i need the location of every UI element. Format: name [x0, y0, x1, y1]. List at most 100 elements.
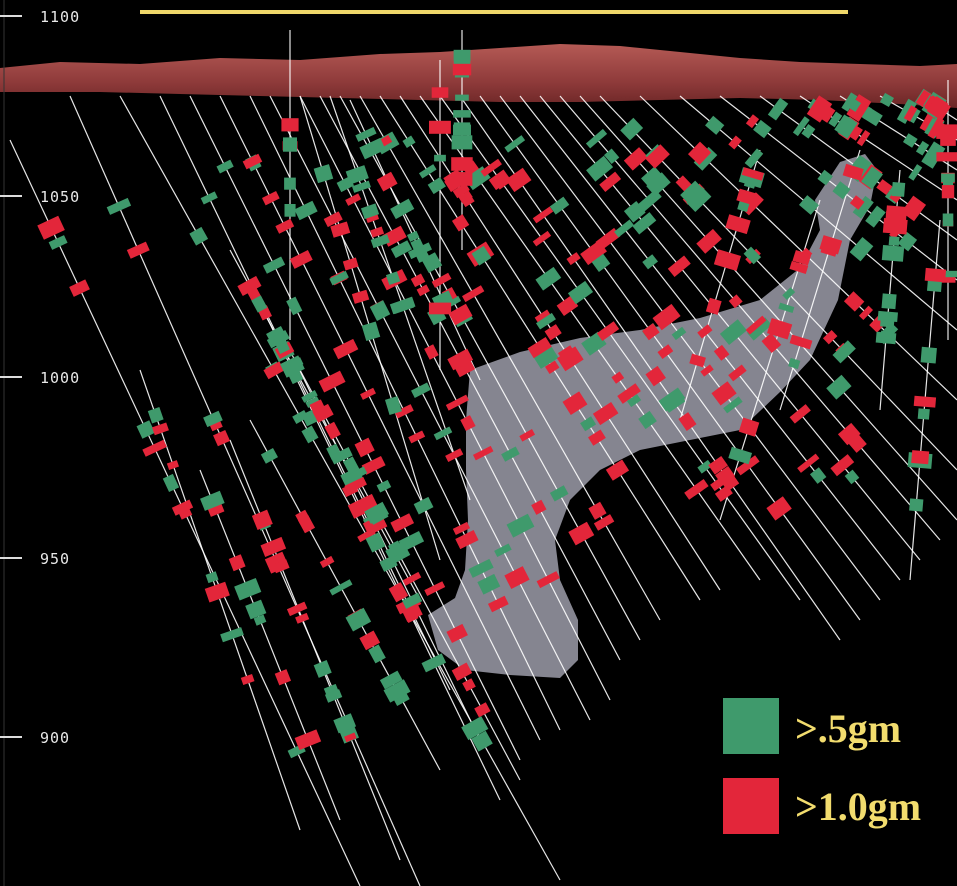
assay-intercept	[924, 267, 947, 283]
assay-intercept	[384, 396, 402, 416]
y-axis: 1100 1050 1000 950 900	[0, 0, 80, 886]
assay-intercept	[700, 364, 714, 377]
assay-intercept	[462, 285, 485, 303]
assay-intercept	[209, 420, 223, 432]
assay-intercept	[166, 460, 180, 470]
assay-intercept	[849, 236, 874, 262]
assay-intercept	[766, 496, 792, 521]
assay-intercept	[942, 213, 954, 227]
assay-intercept	[453, 122, 471, 129]
assay-intercept	[178, 507, 193, 520]
assay-intercept	[879, 92, 895, 108]
assay-intercept	[342, 257, 359, 271]
assay-intercept	[792, 249, 812, 266]
assay-intercept	[911, 450, 930, 465]
assay-intercept	[418, 164, 437, 179]
tick-label: 900	[40, 729, 70, 747]
assay-intercept	[446, 623, 468, 644]
assay-intercept	[903, 105, 918, 122]
assay-intercept	[713, 249, 742, 271]
drillhole-trace	[119, 95, 561, 881]
assay-intercept	[728, 364, 747, 382]
assay-intercept	[200, 191, 218, 205]
assay-intercept	[645, 365, 666, 387]
assay-intercept	[686, 187, 712, 213]
assay-intercept	[453, 124, 471, 136]
assay-intercepts	[37, 49, 957, 759]
assay-intercept	[345, 193, 362, 206]
assay-intercept	[715, 465, 736, 486]
assay-intercept	[846, 94, 872, 122]
assay-intercept	[410, 273, 426, 288]
assay-intercept	[713, 344, 730, 361]
assay-intercept	[37, 215, 65, 240]
assay-intercept	[453, 49, 471, 64]
assay-intercept	[505, 167, 532, 193]
assay-intercept	[313, 659, 332, 678]
assay-intercept	[778, 302, 795, 314]
assay-intercept	[847, 433, 867, 453]
assay-intercept	[272, 559, 290, 574]
assay-intercept	[792, 116, 810, 137]
assay-intercept	[705, 297, 722, 315]
assay-intercept	[344, 732, 357, 743]
assay-intercept	[369, 300, 391, 322]
assay-intercept	[926, 96, 949, 119]
assay-intercept	[388, 582, 409, 603]
drillhole-trace	[479, 95, 861, 621]
assay-intercept	[295, 509, 310, 524]
assay-intercept	[262, 256, 286, 274]
assay-intercept	[431, 124, 449, 133]
drillhole-trace	[69, 95, 421, 886]
assay-intercept	[477, 573, 501, 595]
assay-intercept	[645, 144, 670, 169]
assay-intercept	[263, 361, 285, 380]
assay-intercept	[333, 713, 357, 734]
assay-intercept	[744, 148, 764, 169]
assay-intercept	[468, 558, 494, 578]
assay-intercept	[451, 135, 473, 150]
assay-intercept	[863, 107, 883, 127]
assay-intercept	[745, 315, 767, 335]
assay-intercept	[294, 729, 322, 751]
assay-intercept	[626, 394, 642, 408]
assay-intercept	[312, 403, 334, 423]
assay-intercept	[242, 153, 263, 170]
assay-intercept	[407, 242, 432, 260]
assay-intercept	[289, 250, 313, 269]
assay-intercept	[351, 289, 370, 304]
assay-intercept	[881, 244, 905, 262]
assay-intercept	[599, 171, 622, 192]
assay-intercept	[472, 445, 494, 461]
assay-intercept	[723, 396, 743, 414]
assay-intercept	[675, 175, 692, 192]
assay-intercept	[431, 87, 449, 98]
assay-intercept	[319, 555, 335, 569]
drillhole-trace	[459, 95, 841, 641]
drillhole-trace	[679, 95, 957, 331]
assay-intercept	[389, 547, 411, 565]
assay-intercept	[451, 157, 473, 171]
assay-intercept	[743, 246, 762, 265]
tick-label: 1050	[40, 188, 80, 206]
assay-intercept	[408, 430, 426, 444]
assay-intercept	[632, 212, 657, 235]
assay-intercept	[286, 601, 308, 617]
assay-intercept	[822, 330, 838, 345]
assay-intercept	[413, 496, 434, 515]
assay-intercept	[234, 577, 262, 601]
assay-intercept	[687, 141, 712, 165]
assay-intercept	[603, 148, 620, 165]
assay-intercept	[424, 344, 439, 360]
assay-intercept	[352, 493, 378, 516]
assay-intercept	[761, 332, 782, 354]
assay-intercept	[741, 167, 765, 181]
assay-intercept	[882, 218, 908, 235]
assay-intercept	[359, 630, 381, 651]
assay-intercept	[361, 321, 381, 341]
assay-intercept	[274, 669, 292, 686]
assay-intercept	[535, 312, 556, 330]
assay-intercept	[832, 340, 856, 364]
assay-intercept	[728, 294, 743, 309]
